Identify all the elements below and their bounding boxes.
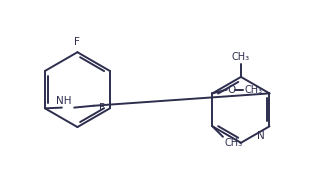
Text: CH₃: CH₃	[224, 138, 243, 148]
Text: O: O	[228, 85, 236, 95]
Text: F: F	[99, 103, 105, 113]
Text: NH: NH	[56, 96, 72, 106]
Text: F: F	[75, 37, 80, 47]
Text: CH₃: CH₃	[232, 52, 250, 62]
Text: CH₃: CH₃	[244, 85, 262, 95]
Text: N: N	[256, 131, 264, 141]
